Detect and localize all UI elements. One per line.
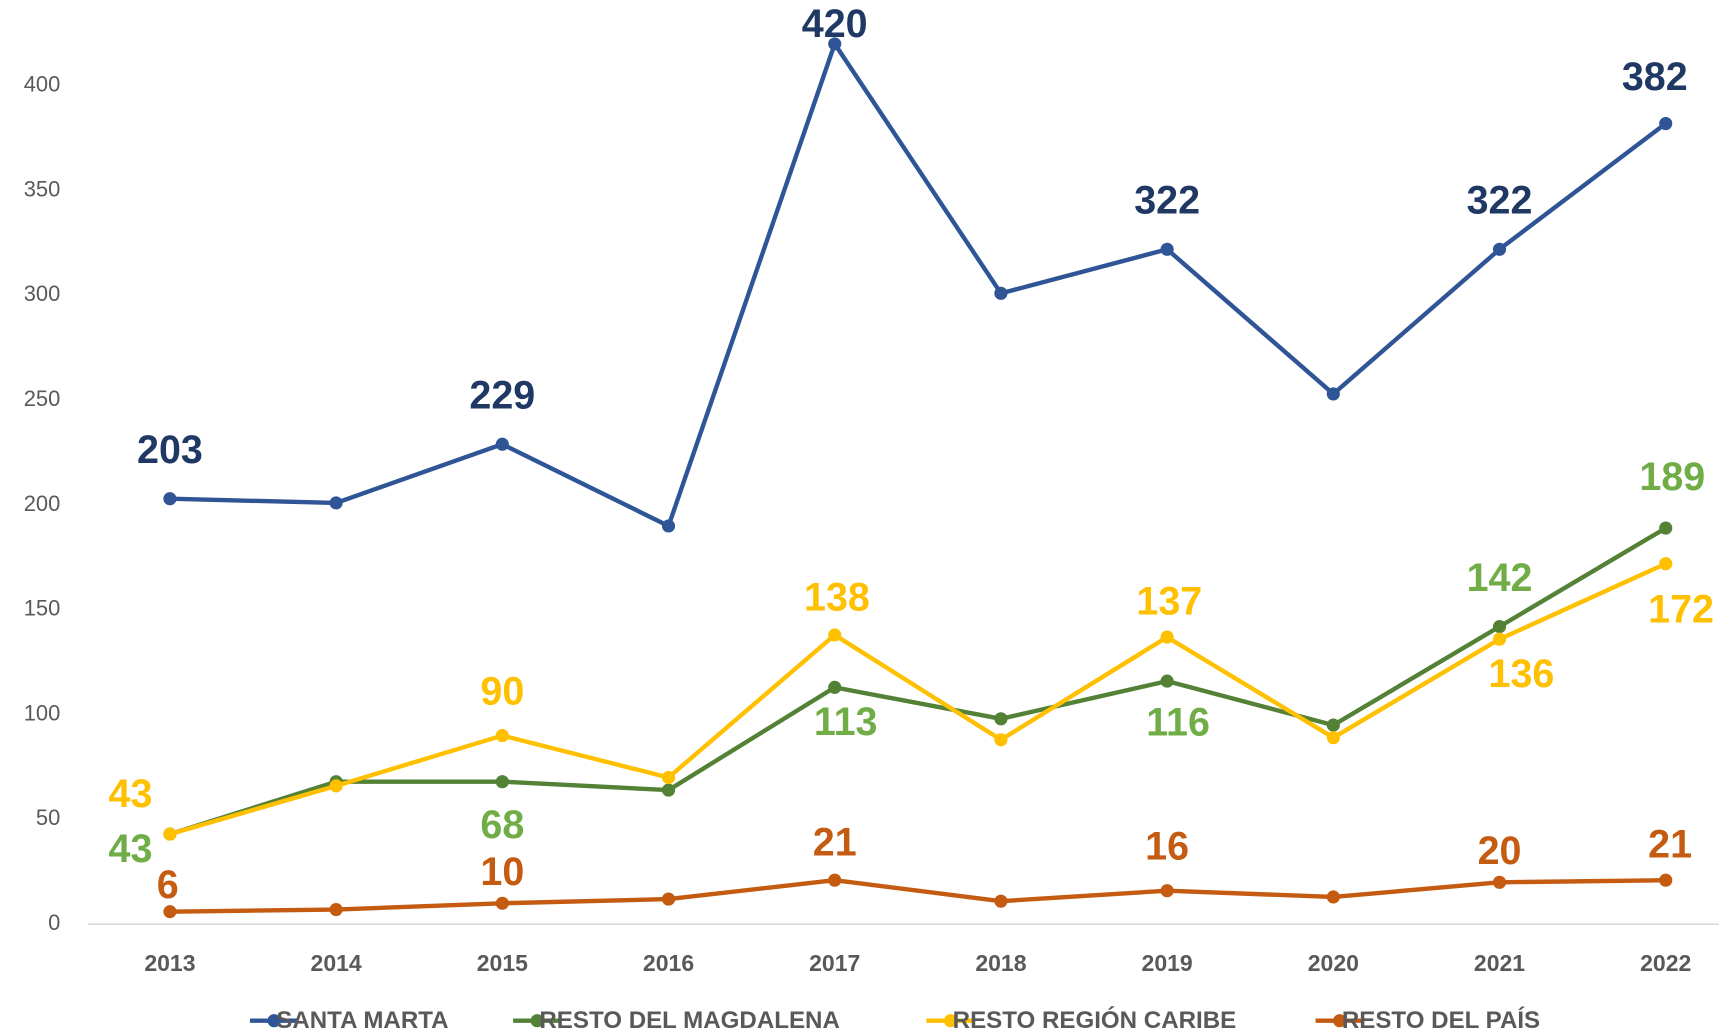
point	[1492, 242, 1507, 256]
x-tick-label: 2020	[1308, 950, 1359, 976]
point	[1326, 731, 1340, 745]
x-tick-label: 2018	[975, 950, 1026, 976]
legend-marker	[943, 1014, 958, 1028]
legend-marker	[267, 1014, 281, 1028]
series-line	[169, 41, 1668, 529]
point	[495, 437, 509, 451]
point	[495, 729, 509, 743]
point	[1492, 620, 1507, 634]
value-label: 16	[1145, 824, 1189, 868]
point	[994, 712, 1008, 726]
point	[1659, 521, 1673, 535]
point	[163, 827, 177, 841]
legend-marker	[1333, 1014, 1347, 1028]
legend-label: SANTA MARTA	[276, 1007, 448, 1034]
point	[1659, 116, 1673, 131]
x-tick-label: 2014	[311, 950, 362, 976]
series-line	[169, 561, 1667, 837]
value-label: 142	[1467, 556, 1533, 600]
value-label: 43	[109, 827, 153, 871]
point	[1326, 387, 1340, 401]
value-label: 136	[1489, 652, 1555, 696]
legend-label: RESTO DEL MAGDALENA	[539, 1007, 839, 1034]
value-label: 137	[1136, 580, 1202, 624]
point	[1160, 630, 1174, 644]
value-label: 172	[1648, 587, 1714, 631]
value-label: 420	[802, 2, 868, 46]
y-tick-label: 100	[24, 700, 61, 725]
point	[495, 896, 509, 910]
x-tick-label: 2021	[1474, 950, 1525, 976]
y-tick-label: 0	[48, 910, 60, 935]
point	[828, 680, 842, 694]
legend-label: RESTO DEL PAÍS	[1342, 1006, 1540, 1034]
point	[329, 902, 343, 917]
value-label: 10	[480, 850, 524, 894]
y-tick-label: 200	[24, 491, 61, 516]
x-tick-label: 2019	[1142, 950, 1193, 976]
point	[661, 892, 676, 906]
x-tick-label: 2015	[477, 950, 528, 976]
x-tick-label: 2022	[1640, 950, 1691, 976]
point	[1326, 890, 1340, 904]
series-line	[169, 526, 1667, 837]
value-label: 43	[109, 772, 153, 816]
point	[1160, 674, 1174, 688]
value-label: 382	[1622, 55, 1688, 99]
point	[661, 519, 676, 533]
value-label: 21	[813, 821, 857, 865]
y-tick-label: 350	[24, 176, 61, 201]
point	[1659, 557, 1673, 571]
point	[329, 779, 343, 793]
point	[994, 733, 1008, 747]
point	[1492, 875, 1507, 889]
value-label: 322	[1134, 179, 1200, 223]
value-label: 90	[480, 669, 524, 713]
point	[1492, 632, 1507, 646]
value-label: 116	[1146, 700, 1210, 744]
y-tick-label: 150	[24, 596, 61, 621]
value-label: 68	[480, 803, 524, 847]
point	[661, 770, 676, 785]
legend-label: RESTO REGIÓN CARIBE	[953, 1006, 1237, 1034]
point	[661, 783, 676, 797]
y-tick-label: 400	[24, 72, 61, 97]
point	[495, 775, 509, 789]
point	[163, 905, 177, 919]
value-label: 113	[814, 700, 878, 744]
value-label: 322	[1467, 179, 1533, 223]
x-tick-label: 2013	[144, 950, 195, 976]
point	[329, 496, 343, 510]
value-label: 189	[1639, 455, 1705, 499]
point	[163, 492, 177, 506]
point	[828, 37, 842, 51]
point	[828, 873, 842, 887]
point	[1160, 242, 1174, 256]
y-tick-label: 300	[24, 281, 61, 306]
value-label: 138	[804, 575, 870, 619]
value-label: 6	[157, 863, 179, 907]
y-tick-label: 50	[36, 805, 60, 830]
x-tick-label: 2016	[643, 950, 694, 976]
point	[1160, 884, 1174, 898]
value-label: 203	[137, 428, 203, 472]
point	[828, 628, 842, 642]
value-label: 229	[469, 374, 535, 418]
point	[994, 894, 1008, 908]
legend-marker	[530, 1014, 544, 1028]
point	[994, 286, 1008, 300]
value-label: 20	[1478, 829, 1522, 873]
point	[1326, 718, 1340, 732]
point	[1659, 873, 1673, 887]
series-line	[169, 878, 1666, 914]
x-tick-label: 2017	[809, 950, 860, 976]
value-label: 21	[1648, 823, 1692, 867]
y-tick-label: 250	[24, 386, 61, 411]
